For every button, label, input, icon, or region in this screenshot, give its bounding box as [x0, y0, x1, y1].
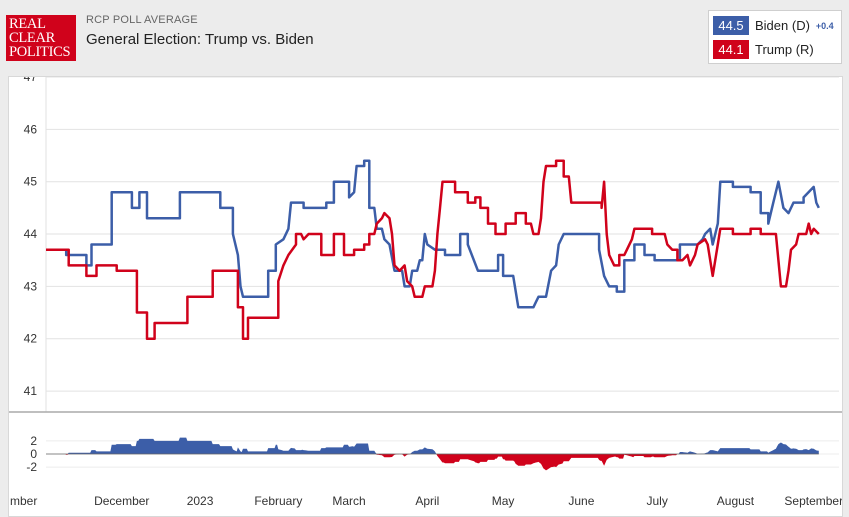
x-tick-label: June — [568, 494, 594, 508]
biden-legend-label: Biden (D) — [755, 18, 810, 33]
y-tick-label: 47 — [24, 77, 38, 84]
realclearpolitics-logo[interactable]: REAL CLEAR POLITICS — [6, 15, 76, 61]
biden-value-badge: 44.5 — [713, 16, 749, 35]
trump-value-badge: 44.1 — [713, 40, 749, 59]
logo-line-3: POLITICS — [9, 44, 71, 60]
chart-title: General Election: Trump vs. Biden — [86, 31, 314, 48]
y-tick-label: 42 — [24, 332, 38, 346]
legend-row-trump[interactable]: 44.1 Trump (R) — [713, 40, 814, 59]
x-tick-label: May — [492, 494, 515, 508]
poll-kicker: RCP POLL AVERAGE — [86, 14, 198, 26]
y-tick-label: 43 — [24, 279, 38, 293]
x-tick-label: April — [415, 494, 439, 508]
x-tick-label: July — [646, 494, 667, 508]
x-tick-label: March — [332, 494, 365, 508]
logo-line-1: REAL — [9, 16, 46, 32]
biden-change: +0.4 — [815, 20, 834, 31]
x-tick-label: September — [784, 494, 842, 508]
trump-series-line — [46, 159, 820, 340]
y-tick-label: 45 — [24, 175, 38, 189]
y-tick-label: 44 — [24, 227, 38, 241]
spread-tick-label: 0 — [30, 447, 37, 461]
y-tick-label: 46 — [24, 122, 38, 136]
logo-line-2: CLEAR — [9, 30, 56, 46]
trump-legend-label: Trump (R) — [755, 42, 814, 57]
x-tick-label: mber — [10, 494, 37, 508]
x-tick-label: December — [94, 494, 149, 508]
y-tick-label: 41 — [24, 384, 38, 398]
x-tick-label: 2023 — [187, 494, 214, 508]
x-tick-label: August — [717, 494, 755, 508]
biden-series-line — [46, 159, 820, 309]
chart-panel: 41 42 43 44 45 46 47 2 0 -2 mber December 2023 Februa… — [8, 76, 843, 517]
legend-row-biden[interactable]: 44.5 Biden (D) +0.4 — [713, 16, 834, 35]
spread-tick-label: -2 — [26, 460, 37, 474]
legend-box: 44.5 Biden (D) +0.4 44.1 Trump (R) — [708, 10, 842, 64]
trump-spread-area — [46, 454, 819, 471]
x-tick-label: February — [254, 494, 302, 508]
spread-tick-label: 2 — [30, 434, 37, 448]
poll-line-chart[interactable]: 41 42 43 44 45 46 47 20-2 mber December 2023 Februa… — [9, 77, 842, 516]
biden-spread-area — [46, 437, 819, 454]
